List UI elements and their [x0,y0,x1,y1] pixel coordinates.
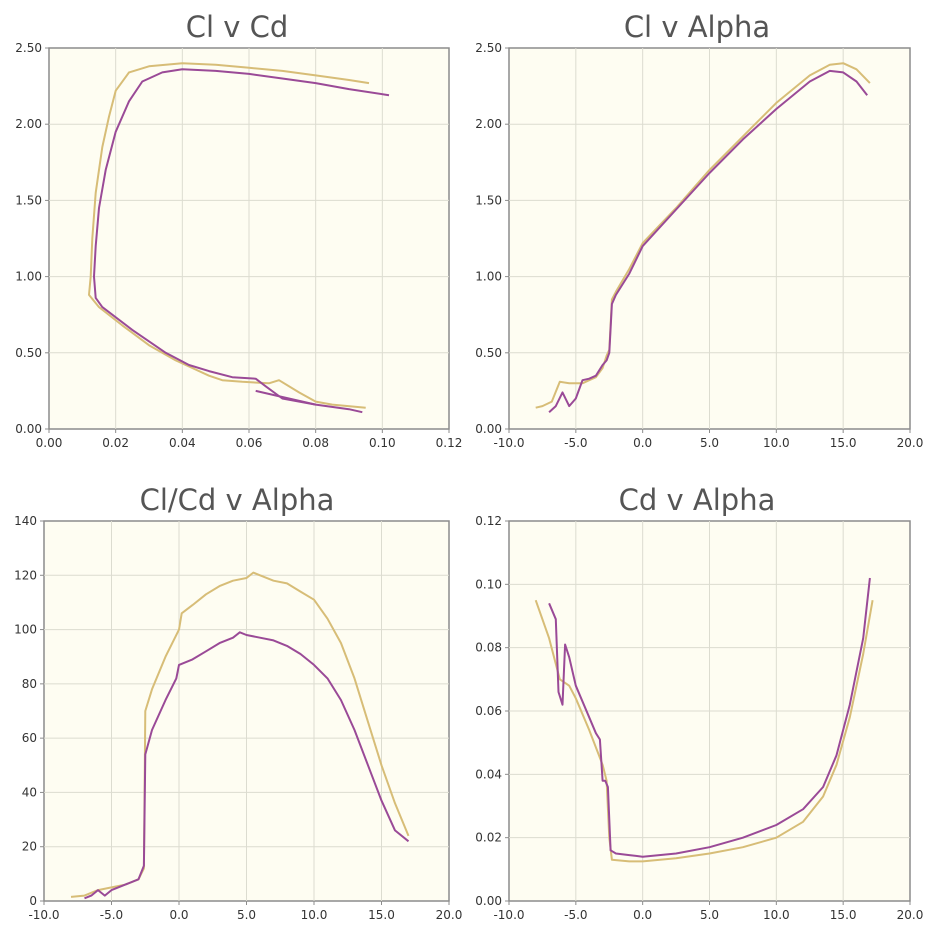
grid-lines [505,47,911,433]
y-tick-label: 0 [29,894,37,908]
x-tick-label: 15.0 [830,436,857,450]
x-tick-label: 0.02 [102,436,129,450]
y-tick-label: 1.50 [475,193,502,207]
x-tick-label: 0.04 [169,436,196,450]
series-line-gold [534,599,874,863]
grid-lines [40,520,450,905]
x-tick-label: -10.0 [493,436,524,450]
y-tick-label: 0.00 [475,894,502,908]
x-tick-label: 5.0 [237,908,256,922]
x-tick-label: 10.0 [301,908,328,922]
x-tick-label: 0.10 [369,436,396,450]
y-tick-labels: 0.00 0.02 0.04 0.06 0.08 0.10 0.12 [475,514,502,908]
x-tick-label: 5.0 [700,908,719,922]
x-tick-label: 0.12 [436,436,463,450]
y-tick-labels: 0 20 40 60 80 100 120 140 [14,514,37,908]
x-tick-label: -5.0 [564,436,587,450]
x-tick-labels: -10.0 -5.0 0.0 5.0 10.0 15.0 20.0 [493,908,923,922]
x-tick-labels: -10.0 -5.0 0.0 5.0 10.0 15.0 20.0 [28,908,462,922]
x-tick-label: -10.0 [28,908,59,922]
series-line-purple [84,631,410,900]
chart-svg: Cd v Alpha -10.0 -5.0 0.0 5.0 10.0 15.0 20.0 0… [475,483,923,922]
series-lines [88,62,390,414]
y-tick-label: 140 [14,514,37,528]
chart-cl-v-alpha: Cl v Alpha -10.0 -5.0 0.0 5.0 10.0 15.0 20.0 0… [465,0,930,470]
chart-clcd-v-alpha: Cl/Cd v Alpha -10.0 -5.0 0.0 5.0 10.0 15.0 20.… [0,470,465,940]
series-lines [535,62,871,413]
y-tick-label: 1.00 [15,270,42,284]
y-tick-label: 0.10 [475,577,502,591]
x-tick-label: 20.0 [897,436,924,450]
series-line-gold [88,62,370,409]
chart-title: Cl v Alpha [624,10,770,44]
x-tick-label: 20.0 [436,908,463,922]
x-tick-labels: -10.0 -5.0 0.0 5.0 10.0 15.0 20.0 [493,436,923,450]
x-tick-label: 15.0 [830,908,857,922]
y-tick-label: 2.50 [475,41,502,55]
y-tick-label: 0.02 [475,831,502,845]
x-tick-label: -5.0 [100,908,123,922]
chart-cl-v-cd: Cl v Cd 0.00 0.02 0.04 0.06 0.08 0.10 0.12 0.0… [0,0,465,470]
y-tick-label: 100 [14,623,37,637]
y-tick-label: 0.00 [475,422,502,436]
x-tick-label: 0.08 [302,436,329,450]
y-tick-label: 1.50 [15,193,42,207]
series-line-gold [535,62,871,409]
y-tick-label: 2.00 [15,117,42,131]
chart-title: Cl v Cd [186,10,289,44]
chart-svg: Cl v Alpha -10.0 -5.0 0.0 5.0 10.0 15.0 20.0 0… [475,10,923,450]
y-tick-label: 1.00 [475,270,502,284]
series-lines [70,571,410,900]
grid-lines [45,47,450,433]
y-tick-label: 40 [22,785,37,799]
series-line-purple [93,68,390,414]
y-tick-labels: 0.00 0.50 1.00 1.50 2.00 2.50 [15,41,42,436]
x-tick-label: 0.06 [236,436,263,450]
series-line-purple [548,577,871,858]
x-tick-labels: 0.00 0.02 0.04 0.06 0.08 0.10 0.12 [36,436,463,450]
y-tick-label: 0.50 [15,346,42,360]
x-tick-label: 0.0 [633,436,652,450]
x-tick-label: 10.0 [763,436,790,450]
y-tick-label: 0.00 [15,422,42,436]
y-tick-label: 80 [22,677,37,691]
series-line-purple [548,69,868,413]
chart-svg: Cl/Cd v Alpha -10.0 -5.0 0.0 5.0 10.0 15.0 20.… [14,483,462,922]
y-tick-labels: 0.00 0.50 1.00 1.50 2.00 2.50 [475,41,502,436]
chart-svg: Cl v Cd 0.00 0.02 0.04 0.06 0.08 0.10 0.12 0.0… [15,10,463,450]
x-tick-label: 0.0 [633,908,652,922]
y-tick-label: 0.08 [475,641,502,655]
x-tick-label: 20.0 [897,908,924,922]
x-tick-label: 0.00 [36,436,63,450]
y-tick-label: 120 [14,568,37,582]
x-tick-label: -10.0 [493,908,524,922]
chart-title: Cd v Alpha [619,483,776,517]
y-tick-label: 0.04 [475,767,502,781]
y-tick-label: 2.50 [15,41,42,55]
y-tick-label: 0.12 [475,514,502,528]
series-line-purple [255,389,316,406]
series-lines [534,577,874,863]
chart-title: Cl/Cd v Alpha [140,483,335,517]
x-tick-label: 5.0 [700,436,719,450]
y-tick-label: 60 [22,731,37,745]
y-tick-label: 20 [22,840,37,854]
y-tick-label: 0.06 [475,704,502,718]
y-tick-label: 2.00 [475,117,502,131]
x-tick-label: 0.0 [169,908,188,922]
grid-lines [505,520,911,905]
x-tick-label: -5.0 [564,908,587,922]
y-tick-label: 0.50 [475,346,502,360]
x-tick-label: 15.0 [368,908,395,922]
chart-cd-v-alpha: Cd v Alpha -10.0 -5.0 0.0 5.0 10.0 15.0 20.0 0… [465,470,930,940]
x-tick-label: 10.0 [763,908,790,922]
